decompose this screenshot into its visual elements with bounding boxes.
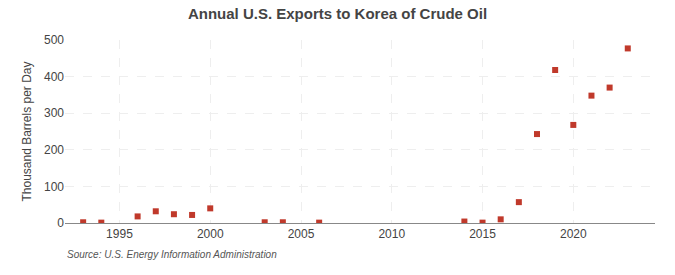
svg-text:Annual U.S. Exports to Korea o: Annual U.S. Exports to Korea of Crude Oi…: [188, 5, 487, 22]
svg-text:300: 300: [44, 106, 64, 120]
svg-text:Source: U.S. Energy Informatio: Source: U.S. Energy Information Administ…: [67, 249, 277, 260]
svg-text:500: 500: [44, 33, 64, 47]
svg-text:0: 0: [57, 216, 64, 230]
svg-text:Thousand Barrels per Day: Thousand Barrels per Day: [20, 61, 34, 201]
svg-text:2005: 2005: [288, 227, 315, 241]
svg-text:1995: 1995: [106, 227, 133, 241]
svg-text:400: 400: [44, 70, 64, 84]
svg-text:2010: 2010: [378, 227, 405, 241]
svg-text:200: 200: [44, 143, 64, 157]
svg-text:2000: 2000: [197, 227, 224, 241]
svg-text:2020: 2020: [560, 227, 587, 241]
svg-text:2015: 2015: [469, 227, 496, 241]
svg-text:100: 100: [44, 180, 64, 194]
